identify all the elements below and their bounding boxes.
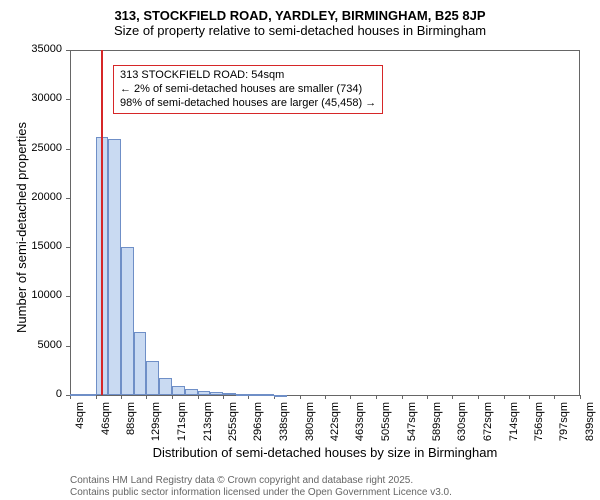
x-tick <box>223 395 224 399</box>
annotation-line-3: 98% of semi-detached houses are larger (… <box>120 97 376 111</box>
y-tick <box>66 346 70 347</box>
x-tick <box>96 395 97 399</box>
y-tick-label: 30000 <box>22 92 62 104</box>
x-tick <box>427 395 428 399</box>
annotation-box: 313 STOCKFIELD ROAD: 54sqm ← 2% of semi-… <box>113 65 383 114</box>
x-tick <box>376 395 377 399</box>
x-tick <box>325 395 326 399</box>
x-tick-label: 88sqm <box>125 402 137 450</box>
annotation-line-2: ← 2% of semi-detached houses are smaller… <box>120 83 376 97</box>
x-tick-label: 422sqm <box>329 402 341 450</box>
footer-line-1: Contains HM Land Registry data © Crown c… <box>70 475 452 487</box>
annotation-line-1: 313 STOCKFIELD ROAD: 54sqm <box>120 69 376 83</box>
y-tick-label: 20000 <box>22 191 62 203</box>
x-tick-label: 505sqm <box>380 402 392 450</box>
x-tick <box>121 395 122 399</box>
x-tick-label: 839sqm <box>584 402 596 450</box>
x-tick <box>580 395 581 399</box>
y-axis-line <box>70 50 71 395</box>
histogram-bar <box>108 139 121 395</box>
x-tick-label: 4sqm <box>74 402 86 450</box>
histogram-bar <box>274 395 287 397</box>
x-tick <box>504 395 505 399</box>
x-tick <box>146 395 147 399</box>
x-tick-label: 589sqm <box>431 402 443 450</box>
histogram-bar <box>172 386 185 395</box>
histogram-bar <box>70 394 96 396</box>
y-tick-label: 35000 <box>22 43 62 55</box>
footer-attribution: Contains HM Land Registry data © Crown c… <box>70 475 452 499</box>
x-tick <box>350 395 351 399</box>
x-tick-label: 255sqm <box>227 402 239 450</box>
y-tick-label: 25000 <box>22 142 62 154</box>
histogram-bar <box>236 394 248 396</box>
x-tick-label: 338sqm <box>278 402 290 450</box>
y-tick <box>66 50 70 51</box>
y-tick <box>66 198 70 199</box>
histogram-bar <box>159 378 172 395</box>
y-tick-label: 15000 <box>22 240 62 252</box>
y-tick <box>66 149 70 150</box>
x-tick <box>402 395 403 399</box>
x-tick-label: 714sqm <box>508 402 520 450</box>
x-tick-label: 547sqm <box>406 402 418 450</box>
x-tick <box>300 395 301 399</box>
x-tick <box>452 395 453 399</box>
x-tick <box>478 395 479 399</box>
chart-container: 313, STOCKFIELD ROAD, YARDLEY, BIRMINGHA… <box>0 0 600 500</box>
histogram-bar <box>134 332 146 395</box>
title-block: 313, STOCKFIELD ROAD, YARDLEY, BIRMINGHA… <box>0 0 600 38</box>
histogram-bar <box>261 394 274 396</box>
histogram-bar <box>198 391 211 395</box>
histogram-bar <box>146 361 159 395</box>
x-tick-label: 756sqm <box>533 402 545 450</box>
x-tick <box>198 395 199 399</box>
x-tick-label: 463sqm <box>354 402 366 450</box>
x-tick-label: 797sqm <box>558 402 570 450</box>
property-marker-line <box>101 50 103 395</box>
chart-title-address: 313, STOCKFIELD ROAD, YARDLEY, BIRMINGHA… <box>0 8 600 23</box>
x-tick <box>172 395 173 399</box>
histogram-bar <box>223 393 236 395</box>
histogram-bar <box>185 389 198 395</box>
y-tick-label: 0 <box>22 388 62 400</box>
x-tick <box>529 395 530 399</box>
y-tick <box>66 99 70 100</box>
y-tick-label: 5000 <box>22 339 62 351</box>
x-tick-label: 171sqm <box>176 402 188 450</box>
x-tick-label: 213sqm <box>202 402 214 450</box>
y-tick <box>66 247 70 248</box>
footer-line-2: Contains public sector information licen… <box>70 487 452 499</box>
histogram-bar <box>121 247 134 395</box>
chart-title-subtitle: Size of property relative to semi-detach… <box>0 23 600 38</box>
x-tick-label: 672sqm <box>482 402 494 450</box>
x-tick-label: 46sqm <box>100 402 112 450</box>
x-axis-label: Distribution of semi-detached houses by … <box>70 445 580 460</box>
x-tick-label: 630sqm <box>456 402 468 450</box>
histogram-bar <box>248 394 261 396</box>
x-tick-label: 380sqm <box>304 402 316 450</box>
x-tick-label: 129sqm <box>150 402 162 450</box>
x-tick-label: 296sqm <box>252 402 264 450</box>
y-tick <box>66 296 70 297</box>
y-tick-label: 10000 <box>22 289 62 301</box>
histogram-bar <box>210 392 223 395</box>
x-tick <box>554 395 555 399</box>
